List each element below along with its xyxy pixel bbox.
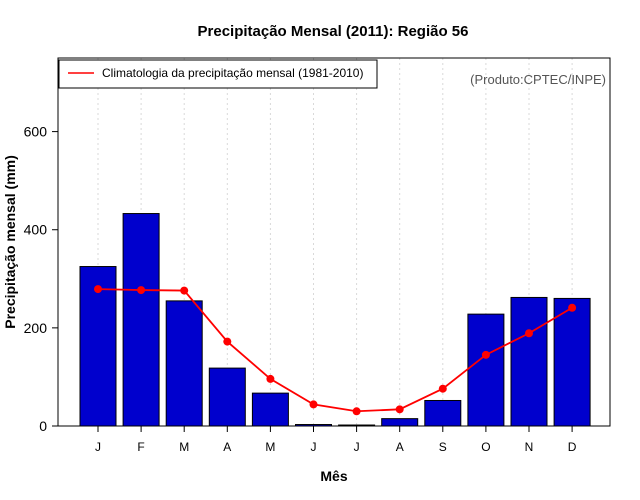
x-tick-label-2: F <box>137 440 144 454</box>
climatology-point-1 <box>94 285 102 294</box>
y-tick-label-3: 400 <box>24 222 48 238</box>
bar-4 <box>208 367 246 427</box>
climatology-point-11 <box>525 329 533 338</box>
bar-3 <box>165 300 203 427</box>
legend-label: Climatologia da precipitação mensal (198… <box>102 66 363 80</box>
legend-box <box>58 59 378 89</box>
climatology-point-2 <box>137 286 146 295</box>
climatology-point-9 <box>438 384 447 393</box>
x-tick-label-8: A <box>396 440 404 454</box>
x-tick-label-5: M <box>265 440 275 454</box>
climatology-point-12 <box>568 303 577 312</box>
bar-10 <box>467 313 505 427</box>
climatology-point-3 <box>180 286 189 295</box>
climatology-point-10 <box>481 350 490 359</box>
climatology-series <box>94 285 577 416</box>
bar-12 <box>553 297 591 427</box>
x-tick-label-1: J <box>95 440 101 454</box>
credit-annotation: (Produto:CPTEC/INPE) <box>470 72 606 87</box>
climatology-point-6 <box>309 400 318 409</box>
x-tick-label-4: A <box>223 440 231 454</box>
climatology-point-8 <box>395 405 404 414</box>
x-tick-label-11: N <box>525 440 534 454</box>
climatology-point-7 <box>352 407 361 416</box>
bar-5 <box>251 392 289 427</box>
climatology-point-5 <box>266 374 275 383</box>
chart-title: Precipitação Mensal (2011): Região 56 <box>198 23 469 40</box>
y-axis: 0 200 400 600 <box>24 124 58 434</box>
x-axis-label: Mês <box>320 468 347 484</box>
climatology-line <box>97 288 573 413</box>
x-tick-label-9: S <box>439 440 447 454</box>
bar-9 <box>424 399 462 427</box>
bar-1 <box>79 266 117 427</box>
climatology-point-4 <box>223 337 232 346</box>
x-tick-label-12: D <box>568 440 577 454</box>
y-tick-label-1: 0 <box>39 418 47 434</box>
bar-series <box>79 213 591 427</box>
bar-8 <box>381 418 419 427</box>
x-tick-label-7: J <box>354 440 360 454</box>
x-tick-label-10: O <box>481 440 490 454</box>
x-tick-label-6: J <box>311 440 317 454</box>
legend: Climatologia da precipitação mensal (198… <box>58 59 378 89</box>
bar-2 <box>122 213 160 427</box>
y-tick-label-2: 200 <box>24 320 48 336</box>
y-tick-label-4: 600 <box>24 124 48 140</box>
x-tick-label-3: M <box>179 440 189 454</box>
bar-11 <box>510 296 548 427</box>
y-axis-label: Precipitação mensal (mm) <box>2 155 18 329</box>
plot-area-border <box>57 57 611 427</box>
